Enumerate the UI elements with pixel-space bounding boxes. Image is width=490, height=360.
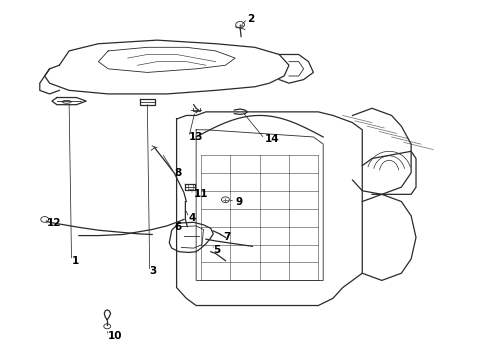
Text: 6: 6 [174, 222, 181, 231]
Text: 10: 10 [108, 331, 122, 341]
Text: 1: 1 [72, 256, 79, 266]
Text: 9: 9 [235, 197, 243, 207]
Text: 12: 12 [47, 218, 62, 228]
Text: 8: 8 [174, 168, 181, 178]
Text: 3: 3 [150, 266, 157, 276]
Text: 2: 2 [247, 14, 255, 24]
Text: 5: 5 [213, 245, 220, 255]
Text: 11: 11 [194, 189, 208, 199]
Text: 14: 14 [265, 134, 279, 144]
Text: 4: 4 [189, 213, 196, 222]
Text: 7: 7 [223, 232, 230, 242]
Text: 13: 13 [189, 132, 203, 142]
